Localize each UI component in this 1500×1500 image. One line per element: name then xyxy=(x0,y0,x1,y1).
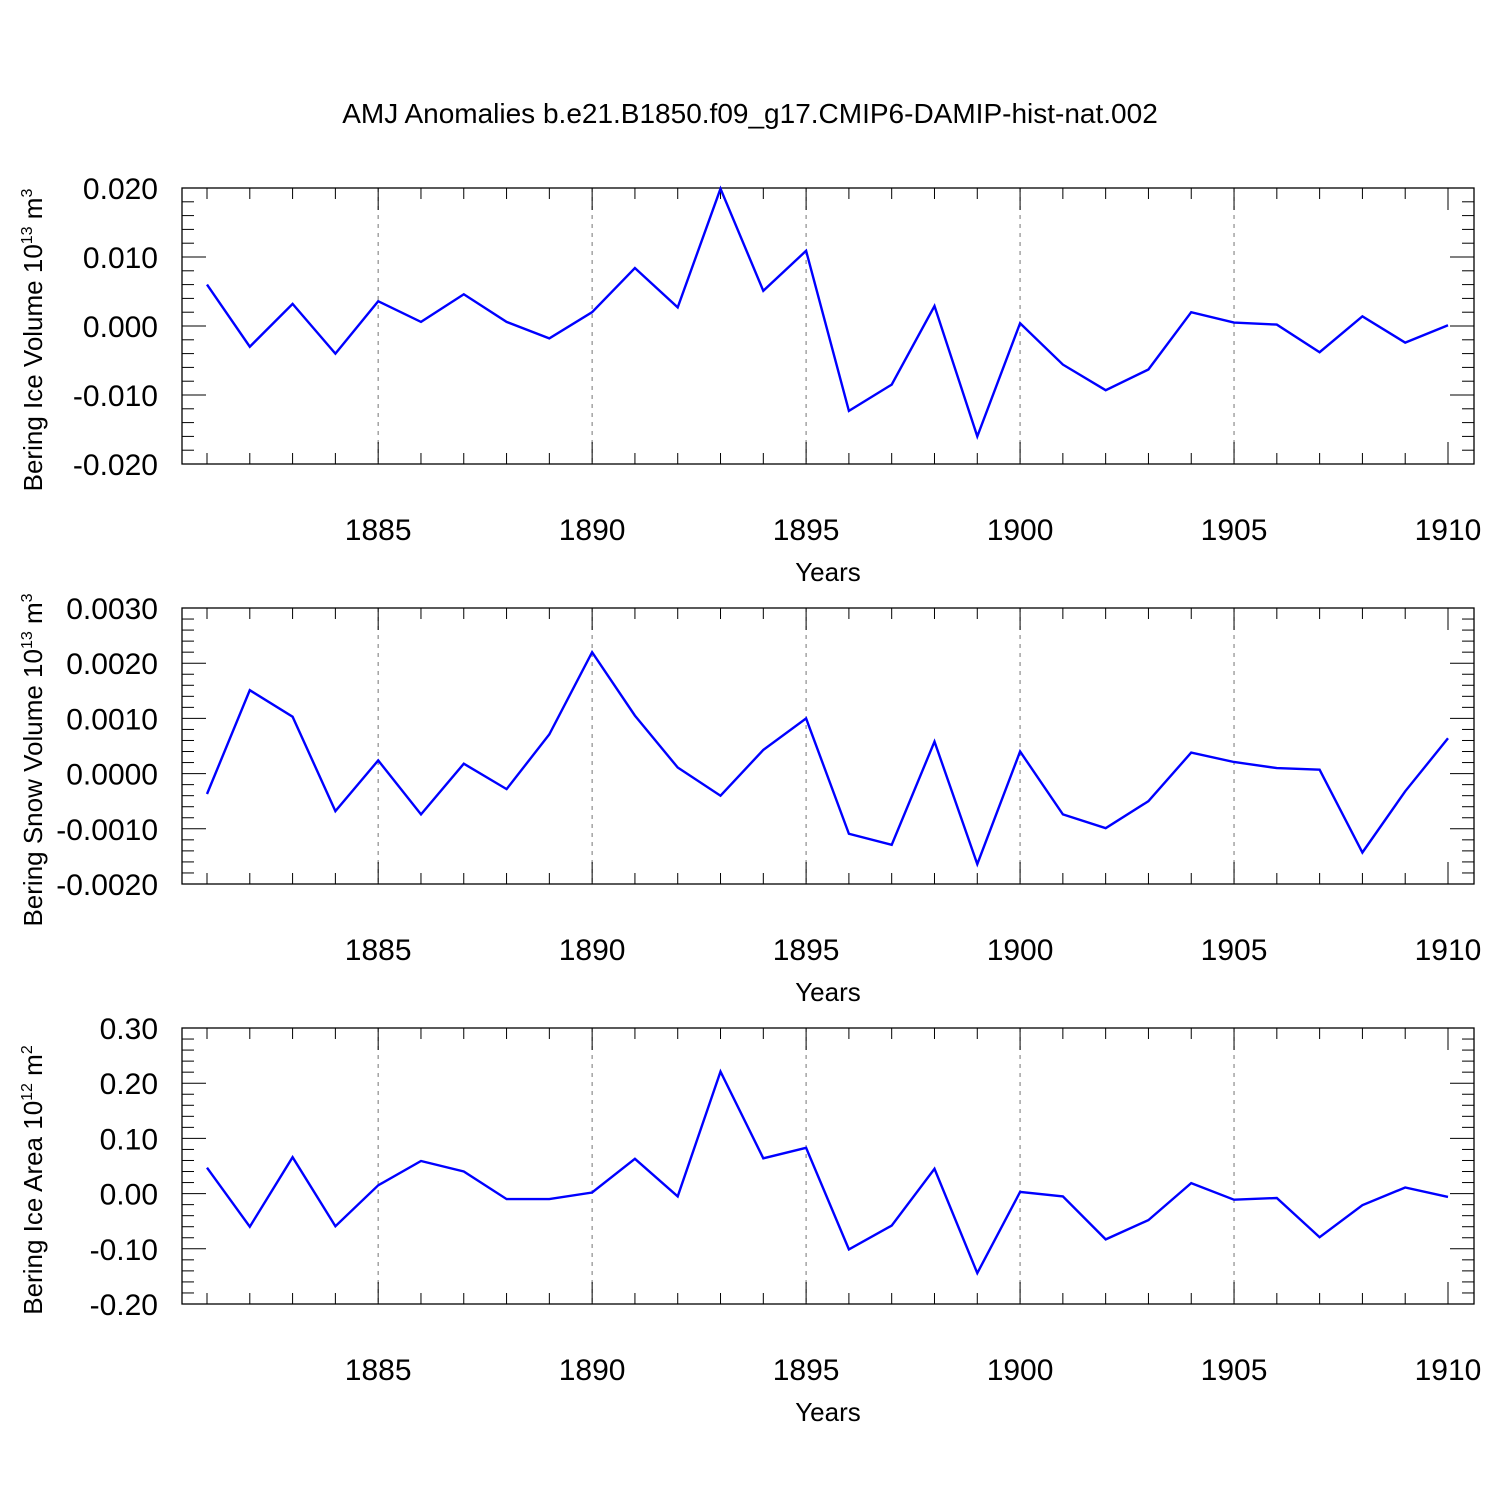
panel-2: -0.0020 -0.0010 0.0000 0.0010 0.0020 0.0030 18… xyxy=(18,593,1481,1007)
plot-frame xyxy=(181,1027,1475,1305)
y-axis-title-part: 13 xyxy=(19,631,36,649)
y-axis-title: Bering Ice Volume 1013 m3 xyxy=(18,189,48,492)
y-tick-label: 0.20 xyxy=(100,1068,158,1101)
x-axis-title: Years xyxy=(795,977,861,1007)
y-tick-label: -0.20 xyxy=(90,1289,158,1322)
x-tick-label: 1910 xyxy=(1415,514,1482,547)
x-tick-label: 1885 xyxy=(345,514,412,547)
x-tick-label: 1895 xyxy=(773,514,840,547)
y-tick-label: 0.0020 xyxy=(66,648,158,681)
y-axis-title-part: 13 xyxy=(19,226,36,244)
y-tick-label: -0.020 xyxy=(73,449,158,482)
x-tick-label: 1910 xyxy=(1415,1354,1482,1387)
x-tick-label: 1885 xyxy=(345,1354,412,1387)
y-axis-title: Bering Snow Volume 1013 m3 xyxy=(18,593,48,926)
x-tick-label: 1885 xyxy=(345,934,412,967)
plot-frame xyxy=(181,607,1475,885)
x-tick-label: 1890 xyxy=(559,514,626,547)
y-axis-title-part: 3 xyxy=(19,593,36,602)
y-tick-label: -0.010 xyxy=(73,380,158,413)
y-axis-title-part: m xyxy=(18,1054,48,1083)
x-tick-label: 1890 xyxy=(559,1354,626,1387)
y-axis-title-part: m xyxy=(18,198,48,227)
y-axis-title-part: 12 xyxy=(19,1083,36,1101)
x-tick-label: 1905 xyxy=(1201,934,1268,967)
panel-3: -0.20 -0.10 0.00 0.10 0.20 0.30 1885 1890 1895 19… xyxy=(18,1013,1481,1427)
y-axis-title-part: Bering Snow Volume 10 xyxy=(18,649,48,927)
y-axis-title-part: 2 xyxy=(19,1045,36,1054)
y-tick-label: -0.10 xyxy=(90,1234,158,1267)
y-tick-label: 0.00 xyxy=(100,1179,158,1212)
x-tick-label: 1900 xyxy=(987,514,1054,547)
y-axis-title: Bering Ice Area 1012 m2 xyxy=(18,1045,48,1315)
x-tick-label: 1890 xyxy=(559,934,626,967)
x-tick-label: 1895 xyxy=(773,1354,840,1387)
x-axis-title: Years xyxy=(795,557,861,587)
y-axis-title-part: Bering Ice Volume 10 xyxy=(18,244,48,491)
y-tick-label: 0.020 xyxy=(83,173,158,206)
y-tick-label: -0.0020 xyxy=(56,869,158,902)
x-tick-label: 1905 xyxy=(1201,1354,1268,1387)
x-tick-label: 1910 xyxy=(1415,934,1482,967)
y-axis-title-part: Bering Ice Area 10 xyxy=(18,1101,48,1315)
series-line xyxy=(206,1068,1449,1276)
y-tick-label: -0.0010 xyxy=(56,814,158,847)
y-axis-title-part: 3 xyxy=(19,189,36,198)
x-tick-label: 1900 xyxy=(987,1354,1054,1387)
x-tick-label: 1895 xyxy=(773,934,840,967)
x-axis-title: Years xyxy=(795,1397,861,1427)
y-axis-title-part: m xyxy=(18,602,48,631)
x-tick-label: 1905 xyxy=(1201,514,1268,547)
panels: -0.020 -0.010 0.000 0.010 0.020 1885 1890 1895 1… xyxy=(18,173,1481,1427)
y-tick-label: 0.0030 xyxy=(66,593,158,626)
y-tick-label: 0.000 xyxy=(83,311,158,344)
y-tick-label: 0.0000 xyxy=(66,759,158,792)
y-tick-label: 0.0010 xyxy=(66,703,158,736)
x-tick-label: 1900 xyxy=(987,934,1054,967)
series-line xyxy=(206,185,1449,441)
y-tick-label: 0.10 xyxy=(100,1123,158,1156)
figure-title: AMJ Anomalies b.e21.B1850.f09_g17.CMIP6-… xyxy=(342,98,1158,129)
panel-1: -0.020 -0.010 0.000 0.010 0.020 1885 1890 1895 1… xyxy=(18,173,1481,587)
y-tick-label: 0.010 xyxy=(83,242,158,275)
y-tick-label: 0.30 xyxy=(100,1013,158,1046)
series-line xyxy=(205,649,1449,868)
